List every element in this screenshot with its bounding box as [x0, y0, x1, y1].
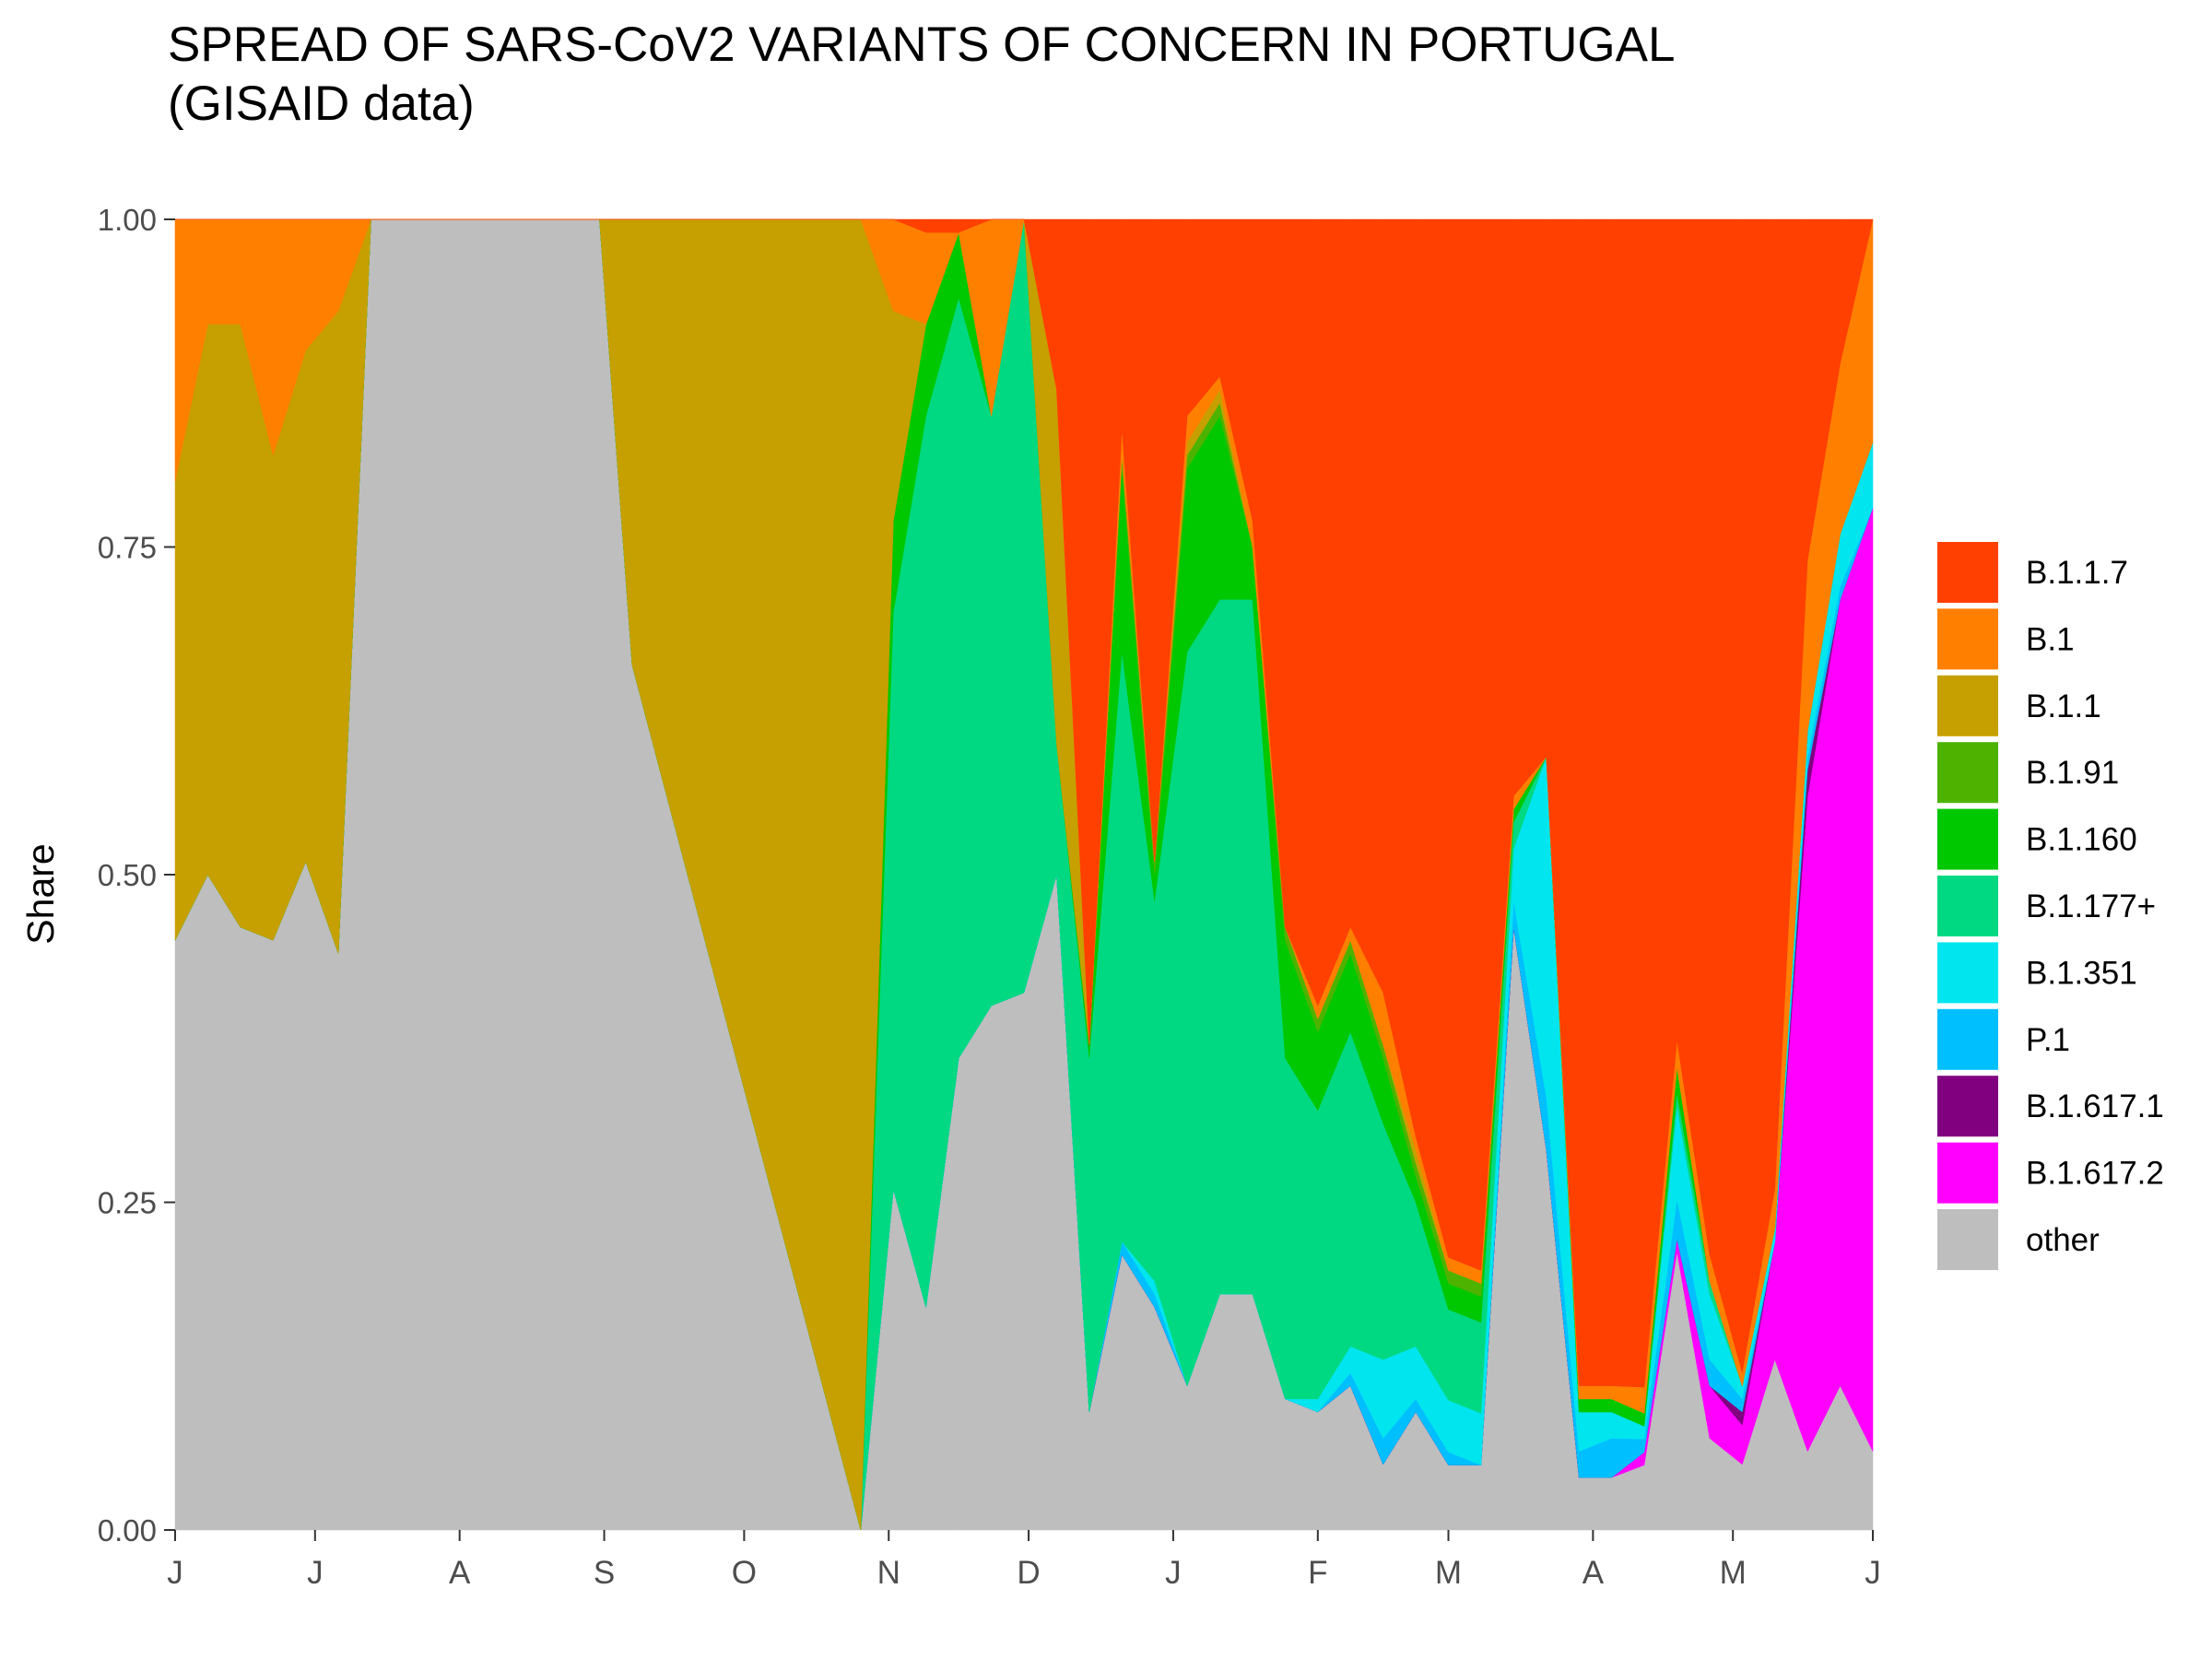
x-tick-label: A [1583, 1555, 1605, 1591]
legend-label: P.1 [2026, 1022, 2070, 1058]
x-tick-label: J [307, 1555, 324, 1591]
x-tick-label: J [1165, 1555, 1182, 1591]
y-tick-label: 1.00 [98, 203, 157, 237]
chart-title: SPREAD OF SARS-CoV2 VARIANTS OF CONCERN … [168, 18, 1675, 72]
legend-label: B.1.160 [2026, 822, 2137, 858]
legend-label: other [2026, 1222, 2100, 1258]
stacked-areas [174, 218, 1874, 1531]
y-axis: 0.00 0.25 0.50 0.75 1.00 [98, 203, 175, 1547]
legend-label: B.1 [2026, 621, 2075, 657]
x-tick-label: J [167, 1555, 183, 1591]
y-tick-label: 0.25 [98, 1186, 157, 1220]
legend-swatch-b-1-1 [1937, 675, 1998, 736]
y-tick-label: 0.75 [98, 531, 157, 565]
legend-swatch-b-1-617-2 [1937, 1142, 1998, 1204]
legend-swatch-b-1 [1937, 608, 1998, 670]
area-b-1-1-7 [175, 218, 1874, 1388]
y-tick-label: 0.00 [98, 1513, 157, 1547]
y-tick-label: 0.50 [98, 858, 157, 892]
legend-swatch-b-1-617-1 [1937, 1076, 1998, 1137]
legend-label: B.1.1 [2026, 688, 2101, 724]
x-tick-label: J [1865, 1555, 1881, 1591]
legend-label: B.1.177+ [2026, 888, 2156, 924]
x-tick-label: N [877, 1555, 900, 1591]
legend-swatch-b-1-91 [1937, 742, 1998, 804]
x-tick-label: F [1308, 1555, 1327, 1591]
legend-swatch-b-1-160 [1937, 808, 1998, 870]
legend-swatch-b-1-177- [1937, 876, 1998, 936]
x-tick-label: M [1720, 1555, 1747, 1591]
x-tick-label: A [449, 1555, 471, 1591]
x-tick-label: O [732, 1555, 757, 1591]
y-axis-label: Share [19, 843, 62, 944]
x-tick-label: S [594, 1555, 615, 1591]
legend-label: B.1.91 [2026, 755, 2119, 791]
x-tick-label: M [1435, 1555, 1462, 1591]
legend: B.1.1.7 B.1 B.1.1 B.1.91 B.1.160 B.1.177+ B.1.… [1937, 542, 2164, 1270]
legend-swatch-p-1 [1937, 1008, 1998, 1070]
chart-subtitle: (GISAID data) [168, 76, 475, 131]
legend-swatch-other [1937, 1209, 1998, 1270]
legend-label: B.1.617.1 [2026, 1088, 2164, 1124]
x-tick-label: D [1017, 1555, 1040, 1591]
legend-label: B.1.351 [2026, 955, 2137, 991]
legend-swatch-b-1-1-7 [1937, 542, 1998, 603]
legend-swatch-b-1-351 [1937, 942, 1998, 1004]
legend-label: B.1.1.7 [2026, 555, 2128, 591]
legend-label: B.1.617.2 [2026, 1156, 2164, 1192]
